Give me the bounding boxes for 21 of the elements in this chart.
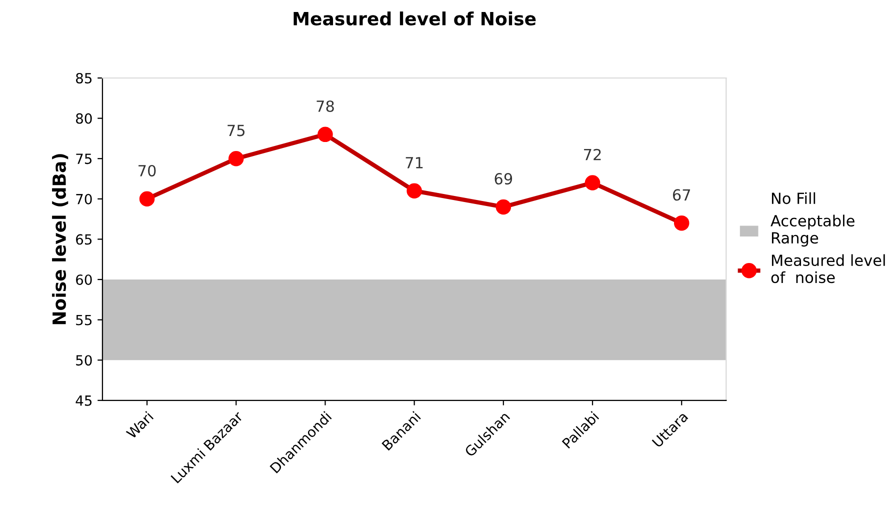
- chart-title: Measured level of Noise: [294, 12, 536, 26]
- legend-label: Measured level of noise: [771, 254, 885, 284]
- y-tick-label: 85: [76, 72, 92, 84]
- data-label: 78: [316, 100, 334, 112]
- data-label: 70: [138, 164, 156, 176]
- data-label: 69: [494, 173, 512, 185]
- y-tick-label: 75: [76, 154, 92, 164]
- text: No Fill: [772, 192, 816, 204]
- y-tick-label: 55: [76, 314, 92, 326]
- y-tick-label: 70: [76, 194, 92, 204]
- y-tick-label: 80: [76, 113, 92, 124]
- y-tick-label: 60: [76, 274, 92, 285]
- legend-label: Acceptable Range: [770, 214, 854, 247]
- data-label: 67: [672, 189, 690, 201]
- y-tick-label: 50: [76, 355, 92, 366]
- data-label: 72: [584, 148, 601, 160]
- y-tick-label: 65: [76, 234, 92, 245]
- data-label: 71: [406, 157, 423, 168]
- y-axis-title: Noise level (dBa): [52, 154, 68, 324]
- y-tick-label: 45: [76, 396, 92, 406]
- data-label: 75: [228, 124, 244, 136]
